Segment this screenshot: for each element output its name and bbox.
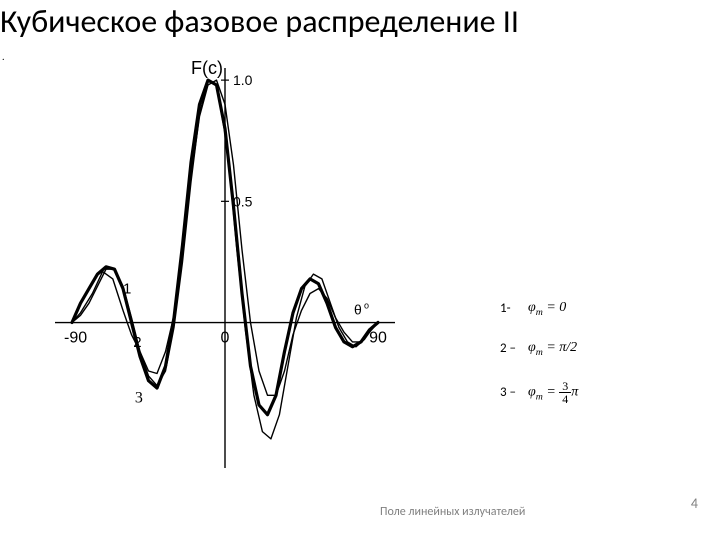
svg-text:o: o (364, 301, 369, 311)
page-number: 4 (691, 495, 698, 512)
svg-text:0: 0 (221, 330, 230, 347)
svg-text:1.0: 1.0 (233, 72, 253, 88)
legend-row: 3 –φm = 34π (500, 380, 710, 405)
svg-text:F(c): F(c) (191, 58, 223, 78)
svg-text:θ: θ (354, 302, 362, 318)
footer-text: Поле линейных излучателей (380, 505, 525, 519)
svg-text:2: 2 (133, 334, 141, 351)
svg-text:1: 1 (123, 280, 131, 297)
legend-row: 1-φm = 0 (500, 300, 710, 318)
svg-text:-90: -90 (64, 330, 87, 347)
legend-key: 1- (500, 301, 528, 316)
svg-text:90: 90 (369, 330, 387, 347)
legend-key: 2 – (500, 341, 528, 356)
chart-svg: 0.51.0-90090F(c)θo123 (0, 48, 430, 488)
svg-text:3: 3 (135, 390, 143, 407)
legend: 1-φm = 0 2 –φm = π/2 3 –φm = 34π (500, 300, 710, 427)
legend-formula: φm = π/2 (528, 340, 577, 358)
legend-formula: φm = 34π (528, 380, 578, 405)
slide-title: Кубическое фазовое распределение II (0, 2, 519, 41)
legend-key: 3 – (500, 385, 528, 400)
legend-formula: φm = 0 (528, 300, 566, 318)
radiation-pattern-chart: 0.51.0-90090F(c)θo123 (0, 48, 430, 488)
legend-row: 2 –φm = π/2 (500, 340, 710, 358)
